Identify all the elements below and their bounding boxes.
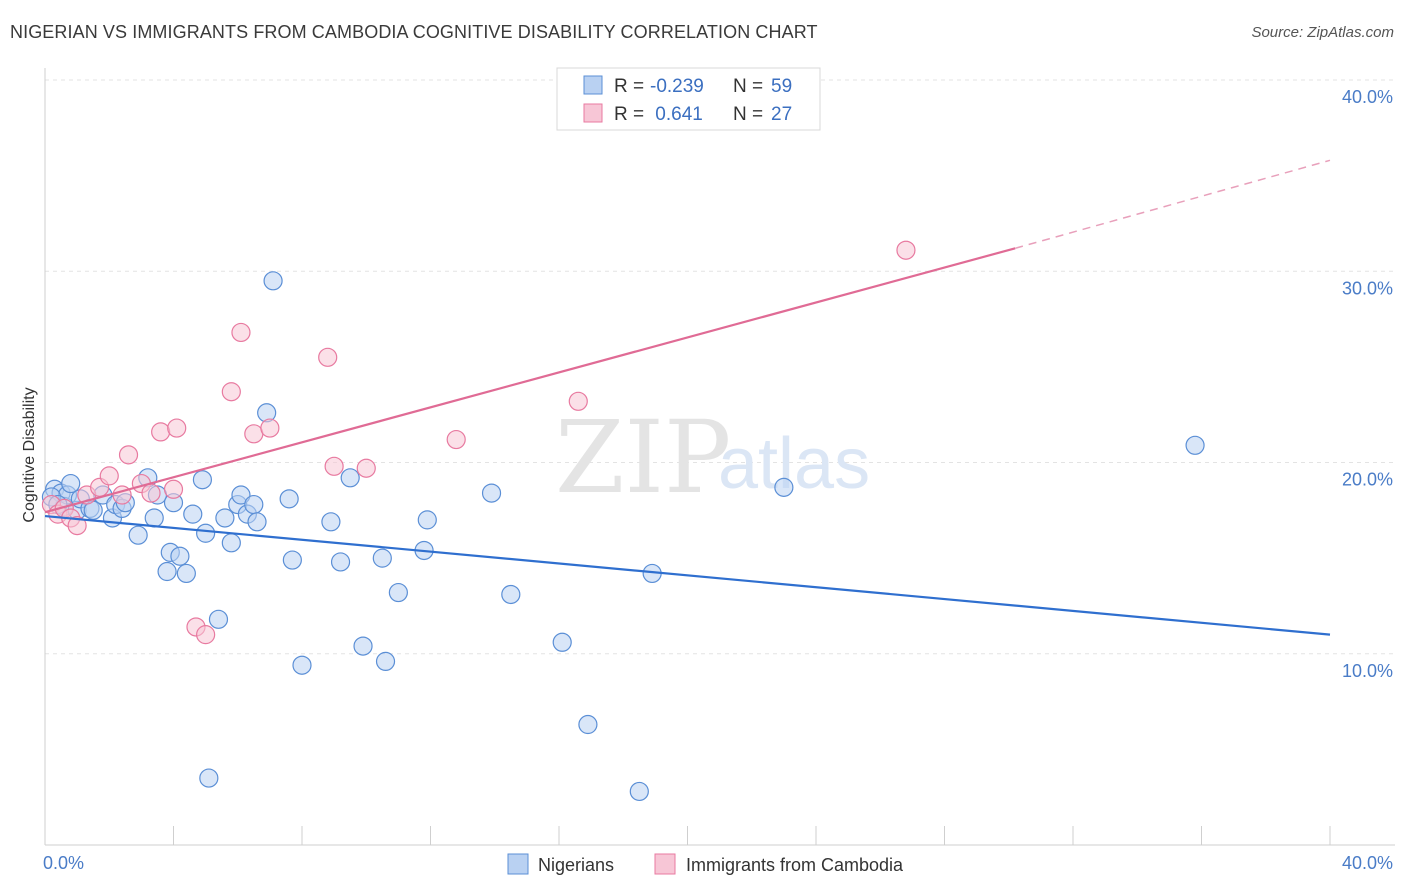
cambodia-point (99, 466, 119, 486)
legend-swatch-cambodia (583, 103, 603, 123)
nigerian-point (170, 546, 190, 566)
gridlines (45, 79, 1395, 655)
nigerian-point (321, 512, 341, 532)
y-tick-label: 20.0% (1342, 470, 1393, 490)
cambodia-trend-extension (1014, 159, 1331, 250)
chart-title: NIGERIAN VS IMMIGRANTS FROM CAMBODIA COG… (10, 22, 818, 42)
legend-swatch-cambodia (654, 853, 676, 875)
cambodia-point (141, 483, 161, 503)
cambodia-point (446, 429, 466, 450)
data-points (41, 240, 1205, 802)
cambodia-point (151, 422, 171, 442)
cambodia-point (196, 625, 216, 645)
y-tick-label: 30.0% (1342, 278, 1393, 298)
cambodia-point (67, 516, 87, 536)
nigerian-point (340, 468, 360, 488)
legend-label-nigerians: Nigerians (538, 855, 614, 875)
legend-label-cambodia: Immigrants from Cambodia (686, 855, 904, 875)
nigerian-point (578, 714, 598, 735)
legend-r-label: R = (614, 76, 644, 97)
legend-n-label: N = (733, 76, 763, 97)
nigerian-point (247, 512, 267, 532)
nigerian-point (417, 510, 437, 530)
legend-r-label: R = (614, 104, 644, 125)
legend-swatch-nigerians (507, 853, 529, 875)
cambodia-point (324, 456, 344, 476)
nigerian-point (208, 609, 229, 629)
nigerian-point (215, 508, 235, 528)
nigerian-point (282, 550, 302, 570)
chart-source: Source: ZipAtlas.com (1251, 24, 1394, 41)
nigerian-point (372, 548, 392, 568)
tick-labels: 10.0% 20.0% 30.0% 40.0% 0.0% 40.0% (43, 87, 1393, 873)
x-tick-label: 0.0% (43, 853, 84, 873)
cambodia-point (318, 347, 338, 367)
cambodia-point (260, 418, 280, 438)
cambodia-point (896, 240, 916, 260)
nigerian-point (199, 768, 219, 788)
legend-n-value: 27 (771, 104, 792, 125)
cambodia-trend-line (44, 247, 1016, 514)
correlation-legend: R = -0.239 N = 59 R = 0.641 N = 27 (556, 67, 821, 131)
cambodia-point (167, 418, 187, 438)
watermark-zip: ZIP (555, 399, 731, 516)
legend-r-value: 0.641 (650, 104, 703, 125)
nigerian-point (629, 781, 649, 802)
nigerian-trend-line (44, 514, 1331, 636)
nigerian-point (192, 470, 213, 490)
nigerian-point (481, 483, 502, 503)
nigerian-point (388, 582, 408, 603)
nigerian-point (292, 655, 312, 675)
axes (44, 68, 1395, 846)
nigerian-point (231, 485, 251, 505)
nigerian-point (375, 651, 396, 672)
nigerian-point (183, 504, 203, 524)
legend-n-value: 59 (771, 76, 792, 97)
cambodia-point (568, 391, 588, 411)
nigerian-point (176, 563, 196, 584)
y-axis-label: Cognitive Disability (21, 387, 38, 522)
nigerian-point (128, 525, 148, 545)
watermark-atlas: atlas (718, 424, 870, 504)
y-tick-label: 10.0% (1342, 661, 1393, 681)
series-legend: Nigerians Immigrants from Cambodia (507, 853, 904, 875)
legend-swatch-nigerians (583, 75, 603, 95)
cambodia-point (163, 479, 184, 499)
trend-lines (44, 159, 1331, 636)
nigerian-point (263, 271, 283, 291)
nigerian-point (279, 489, 299, 509)
nigerian-point (244, 494, 264, 515)
y-tick-label: 40.0% (1342, 87, 1393, 107)
cambodia-point (231, 322, 251, 343)
nigerian-point (221, 533, 241, 553)
x-tick-label: 40.0% (1342, 853, 1393, 873)
nigerian-point (157, 561, 177, 582)
nigerian-point (353, 636, 373, 656)
legend-r-value: -0.239 (650, 76, 704, 97)
cambodia-point (118, 445, 139, 465)
legend-n-label: N = (733, 104, 763, 125)
cambodia-point (356, 458, 376, 478)
cambodia-point (221, 382, 241, 402)
nigerian-point (61, 473, 81, 494)
cambodia-point (244, 424, 264, 444)
nigerian-point (774, 477, 794, 497)
nigerian-point (501, 584, 521, 605)
nigerian-point (330, 552, 351, 572)
nigerian-point (196, 523, 216, 543)
nigerian-point (144, 508, 164, 528)
nigerian-point (552, 632, 572, 652)
nigerian-point (1185, 435, 1205, 455)
